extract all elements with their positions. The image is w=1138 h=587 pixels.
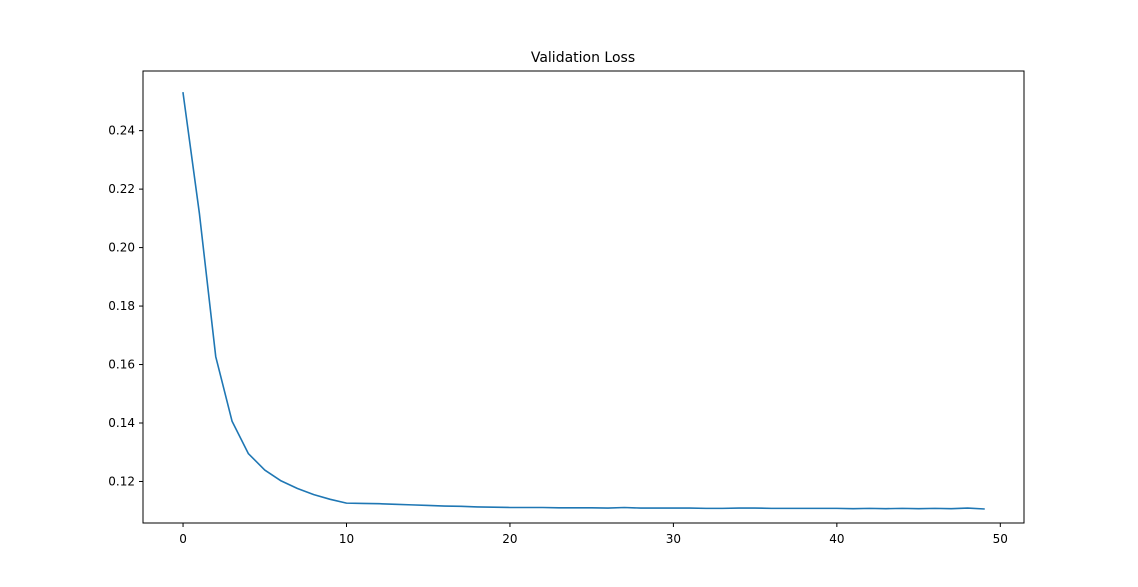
x-tick-label: 10 bbox=[339, 532, 354, 546]
y-tick-label: 0.12 bbox=[108, 474, 135, 488]
y-tick-label: 0.14 bbox=[108, 416, 135, 430]
y-tick-label: 0.20 bbox=[108, 241, 135, 255]
x-tick-label: 20 bbox=[502, 532, 517, 546]
x-tick-label: 30 bbox=[666, 532, 681, 546]
y-tick-label: 0.18 bbox=[108, 299, 135, 313]
plot-area bbox=[182, 92, 985, 510]
x-tick-label: 0 bbox=[179, 532, 187, 546]
y-tick-label: 0.16 bbox=[108, 358, 135, 372]
axes-frame bbox=[142, 70, 1025, 524]
series-line-0 bbox=[182, 92, 985, 510]
axes: 0 10 20 30 40 50 0.12 0.14 0.16 0.18 0.20 0.22 0.24 bbox=[108, 70, 1025, 546]
x-tick-label: 50 bbox=[993, 532, 1008, 546]
x-tick-label: 40 bbox=[829, 532, 844, 546]
chart-title: Validation Loss bbox=[531, 50, 635, 66]
y-tick-label: 0.22 bbox=[108, 182, 135, 196]
y-tick-label: 0.24 bbox=[108, 124, 135, 138]
